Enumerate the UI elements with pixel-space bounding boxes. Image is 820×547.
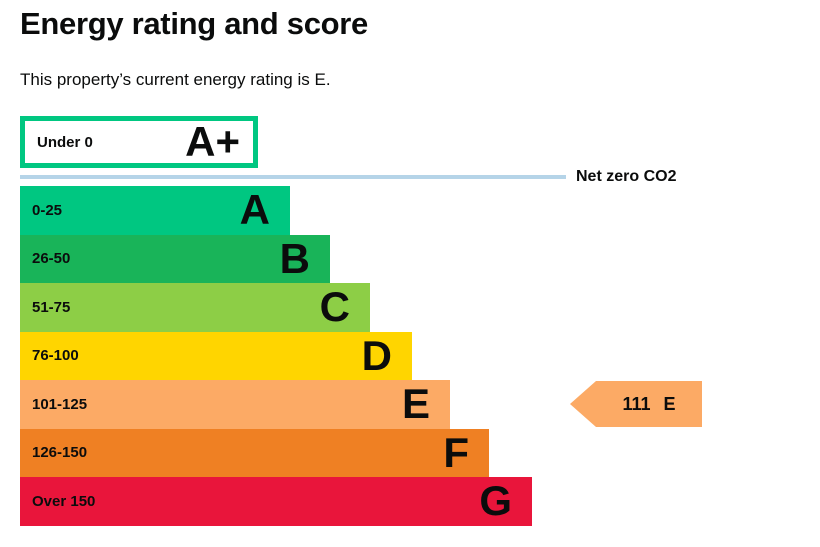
net-zero-label: Net zero CO2 — [576, 168, 677, 185]
band-row: 126-150 F — [0, 428, 820, 477]
energy-rating-chart: Under 0 A+ Net zero CO2 0-25 A 26-50 B 5… — [0, 116, 820, 526]
band-range-label: 0-25 — [32, 201, 63, 219]
band-a-plus: Under 0 A+ — [20, 116, 258, 168]
band-range-label: 26-50 — [32, 250, 71, 268]
band-letter: D — [361, 331, 392, 379]
band-d: 76-100 D — [20, 331, 412, 380]
band-letter: A — [239, 186, 270, 234]
band-a-plus-letter: A+ — [185, 118, 240, 165]
band-letter: G — [479, 477, 512, 525]
page-title: Energy rating and score — [20, 6, 368, 41]
net-zero-line — [20, 175, 566, 179]
band-range-label: 101-125 — [32, 395, 88, 413]
band-letter: B — [279, 234, 310, 282]
band-f: 126-150 F — [20, 428, 489, 477]
band-a: 0-25 A — [20, 186, 290, 235]
energy-rating-page: Energy rating and score This property’s … — [0, 6, 820, 526]
band-range-label: 126-150 — [32, 444, 88, 462]
band-a-plus-range-label: Under 0 — [37, 133, 93, 151]
band-row: 0-25 A — [0, 186, 820, 235]
band-e: 101-125 E — [20, 380, 450, 429]
net-zero-row: Net zero CO2 — [0, 168, 820, 186]
band-row: 51-75 C — [0, 283, 820, 332]
current-rating-arrow: 111 E — [570, 381, 702, 427]
band-letter: E — [401, 380, 430, 428]
band-row: 76-100 D — [0, 331, 820, 380]
band-row: Over 150 G — [0, 477, 820, 526]
band-range-label: 51-75 — [32, 298, 71, 316]
current-rating-letter: E — [663, 393, 676, 414]
band-g: Over 150 G — [20, 477, 532, 526]
rating-bands-list: 0-25 A 26-50 B 51-75 C 76-100 D 101-125 … — [0, 186, 820, 526]
current-rating-score: 111 — [622, 393, 651, 414]
band-range-label: Over 150 — [32, 492, 96, 510]
band-row: 101-125 E 111 E — [0, 380, 820, 429]
band-row: 26-50 B — [0, 234, 820, 283]
band-c: 51-75 C — [20, 283, 370, 332]
band-letter: F — [443, 428, 469, 476]
band-range-label: 76-100 — [32, 347, 79, 365]
band-letter: C — [319, 283, 350, 331]
band-b: 26-50 B — [20, 234, 330, 283]
page-subtitle: This property’s current energy rating is… — [20, 70, 331, 89]
